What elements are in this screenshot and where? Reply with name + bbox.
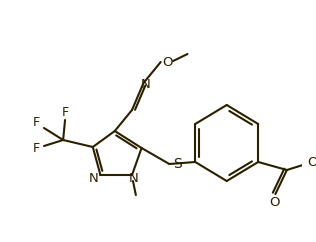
Text: F: F bbox=[33, 142, 40, 154]
Text: F: F bbox=[62, 106, 69, 119]
Text: O: O bbox=[307, 157, 316, 169]
Text: N: N bbox=[89, 172, 99, 184]
Text: F: F bbox=[33, 115, 40, 129]
Text: O: O bbox=[269, 197, 280, 210]
Text: S: S bbox=[173, 157, 182, 171]
Text: O: O bbox=[162, 55, 173, 68]
Text: N: N bbox=[141, 78, 150, 91]
Text: N: N bbox=[129, 172, 139, 184]
